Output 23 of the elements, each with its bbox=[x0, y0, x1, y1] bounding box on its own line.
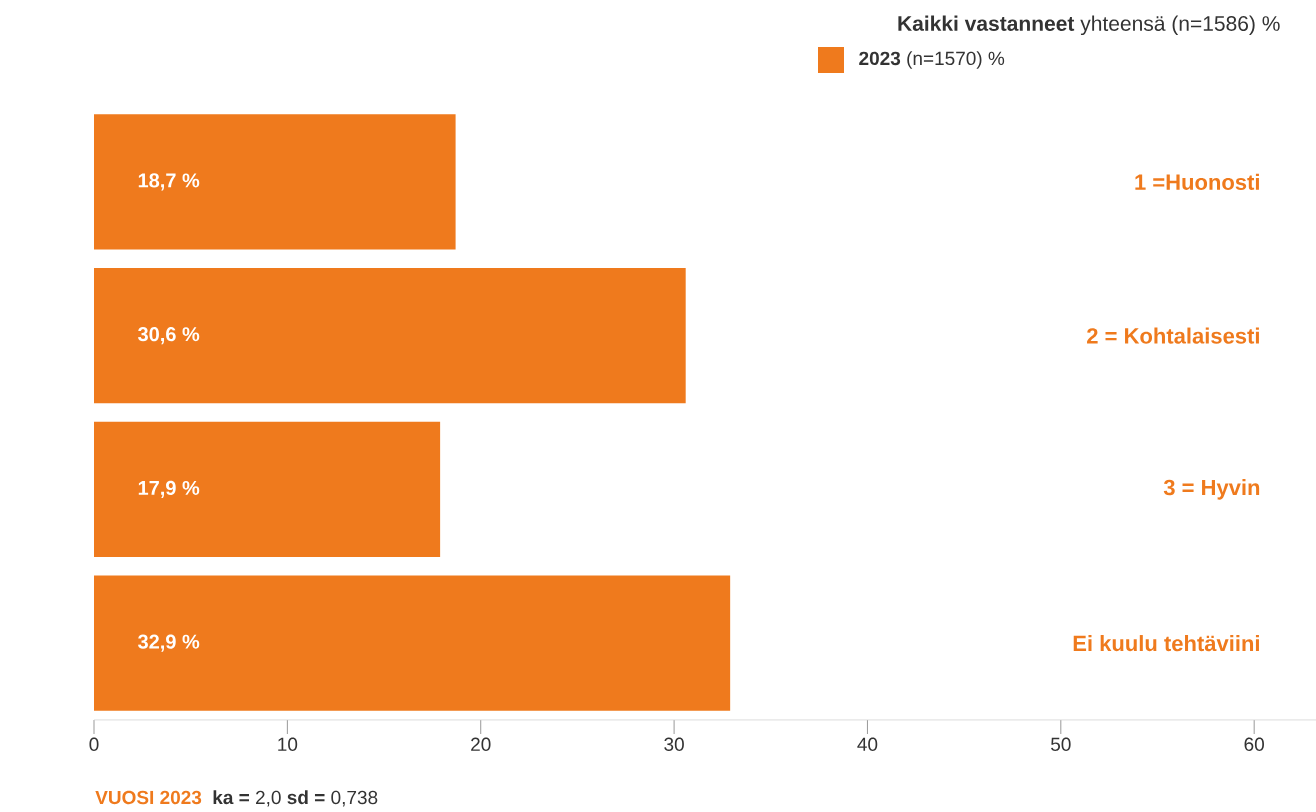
text: 32,9 % bbox=[137, 634, 200, 652]
bar bbox=[94, 575, 731, 711]
x-tick-label: 0 bbox=[89, 737, 99, 751]
y-tick-label: 3 = Hyvin bbox=[1163, 479, 1260, 500]
x-tick-label: 60 bbox=[1244, 737, 1264, 751]
bar bbox=[94, 114, 456, 250]
x-tick-label: 20 bbox=[471, 737, 491, 751]
bar bbox=[94, 421, 441, 558]
text: 30,6 % bbox=[137, 327, 200, 345]
text: 17,9 % bbox=[138, 480, 200, 498]
x-tick-label: 50 bbox=[1051, 737, 1071, 751]
text: VUOSI 2023 bbox=[95, 790, 202, 805]
x-tick-label: 30 bbox=[664, 737, 684, 751]
y-tick-label: 1 =Huonosti bbox=[1135, 173, 1259, 190]
y-tick-label: Ei kuulu tehtäviini bbox=[1073, 635, 1259, 652]
legend-title: Kaikki vastanneet yhteensä (n=1586) % bbox=[898, 15, 1280, 36]
x-tick-label: 40 bbox=[857, 737, 878, 751]
bar bbox=[94, 267, 686, 404]
text: ka = 2,0 sd = 0,738 bbox=[213, 790, 378, 807]
text: 18,7 % bbox=[138, 173, 200, 191]
x-tick-label: 10 bbox=[278, 737, 298, 751]
y-tick-label: 2 = Kohtalaisesti bbox=[1087, 327, 1259, 344]
legend-label: 2023 (n=1570) % bbox=[859, 51, 1005, 69]
